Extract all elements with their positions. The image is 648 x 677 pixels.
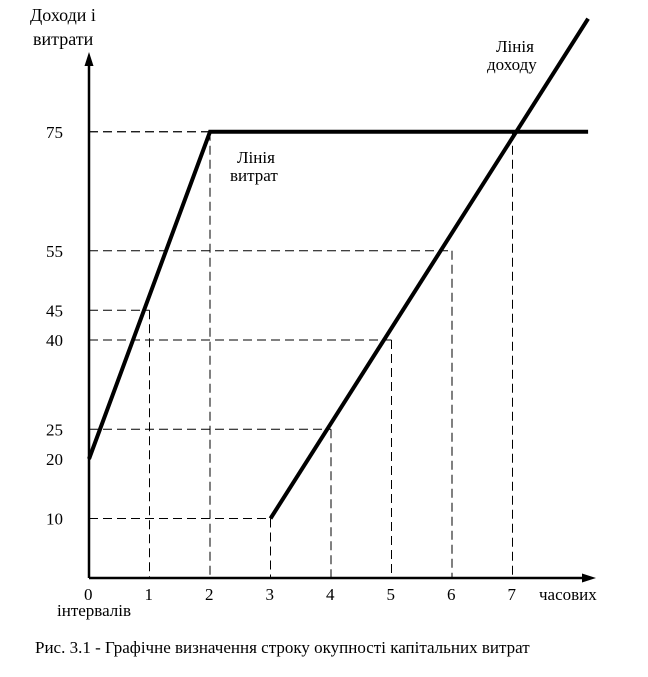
y-tick-label-55: 55: [46, 242, 63, 261]
income-line: [268, 17, 590, 520]
x-axis-title-right: часових: [539, 585, 597, 604]
cost-line: [87, 129, 589, 460]
x-tick-label-7: 7: [508, 585, 517, 604]
y-axis-title-line1: Доходи і: [30, 5, 96, 25]
y-axis-title-line2: витрати: [33, 29, 94, 49]
income-line-label-line2: доходу: [487, 55, 537, 74]
y-tick-label-45: 45: [46, 301, 63, 320]
y-tick-label-75: 75: [46, 123, 63, 142]
y-tick-label-20: 20: [46, 450, 63, 469]
x-tick-label-1: 1: [145, 585, 154, 604]
cost-line-label-line2: витрат: [230, 166, 278, 185]
x-tick-label-5: 5: [387, 585, 396, 604]
axes: [84, 52, 596, 583]
x-tick-label-0: 0: [84, 585, 93, 604]
x-axis-title-left: інтервалів: [57, 601, 131, 620]
x-tick-label-2: 2: [205, 585, 214, 604]
x-tick-labels: 0 1 2 3 4 5 6 7: [84, 585, 517, 604]
guide-lines: [89, 131, 513, 578]
x-axis-arrow: [582, 573, 596, 583]
y-tick-label-40: 40: [46, 331, 63, 350]
cost-line-label-line1: Лінія: [237, 148, 275, 167]
series-lines: [87, 17, 590, 520]
y-tick-label-10: 10: [46, 510, 63, 529]
figure-caption: Рис. 3.1 - Графічне визначення строку ок…: [35, 638, 530, 657]
income-line-label-line1: Лінія: [496, 37, 534, 56]
y-tick-labels: 10 20 25 40 45 55 75: [46, 123, 63, 529]
x-tick-label-3: 3: [266, 585, 275, 604]
y-tick-label-25: 25: [46, 420, 63, 439]
x-tick-label-6: 6: [447, 585, 456, 604]
x-tick-label-4: 4: [326, 585, 335, 604]
y-axis-arrow: [84, 52, 94, 66]
